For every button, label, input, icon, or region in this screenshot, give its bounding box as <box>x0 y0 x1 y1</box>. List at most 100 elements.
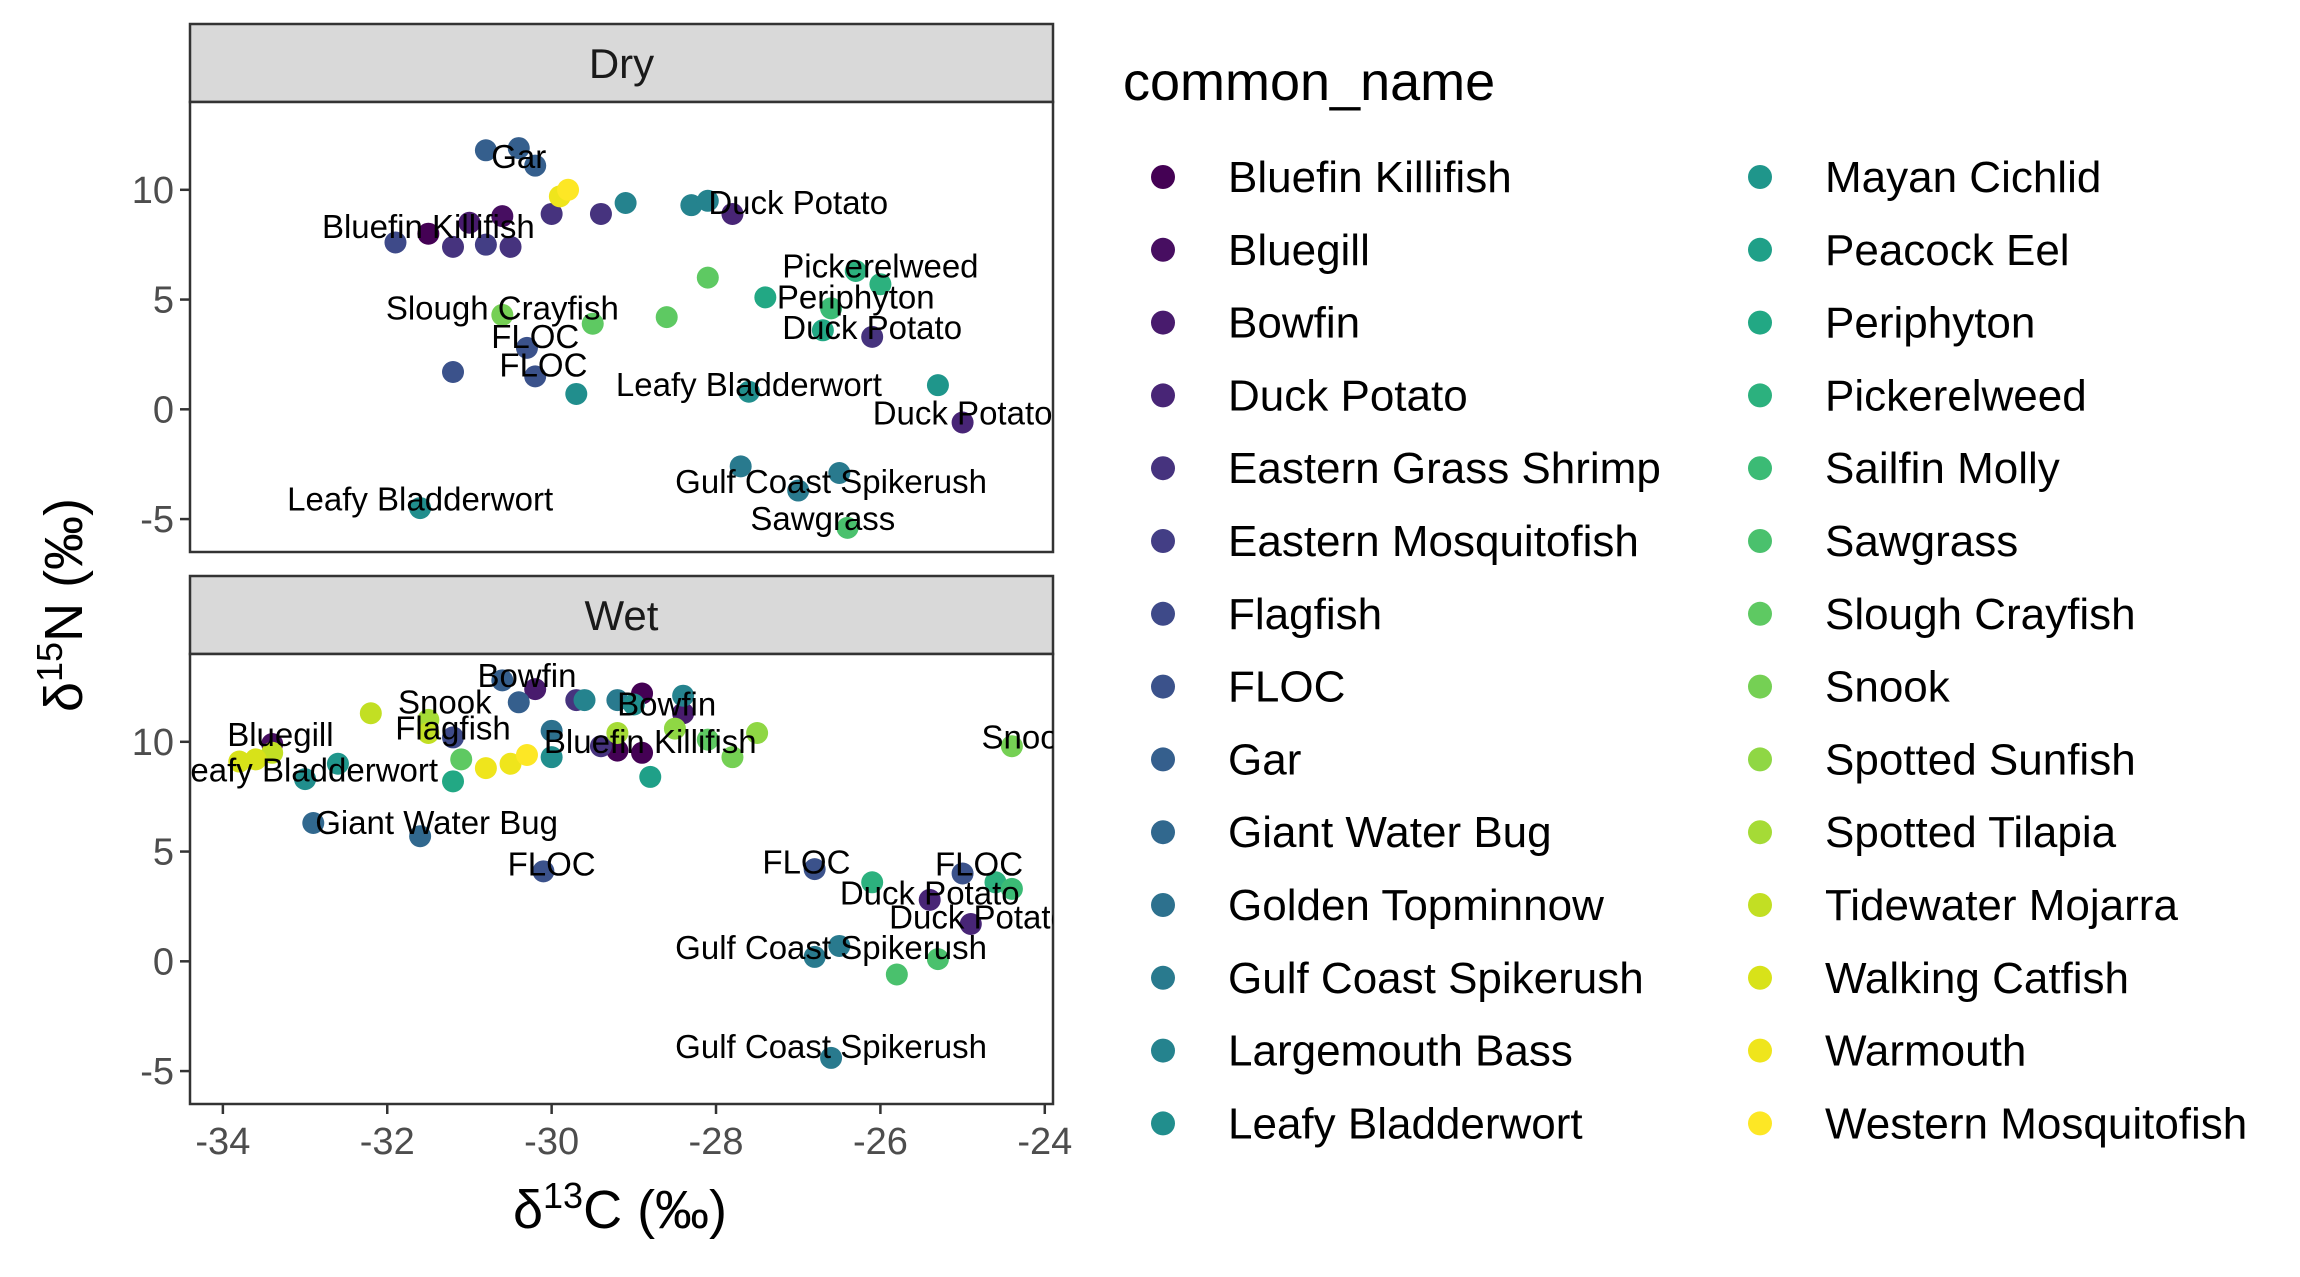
y-tick-label: 5 <box>153 280 174 322</box>
points <box>228 669 1023 1069</box>
legend-swatch <box>1151 820 1175 845</box>
data-point <box>589 202 612 225</box>
legend-label: Snook <box>1825 663 1951 712</box>
y-tick-label: 5 <box>153 832 174 874</box>
data-point <box>524 154 547 177</box>
legend-swatch <box>1151 165 1175 189</box>
legend-item: Gar <box>1151 735 1301 784</box>
x-tick-label: -28 <box>689 1121 744 1163</box>
data-point <box>803 858 826 881</box>
legend-item: Mayan Cichlid <box>1748 153 2101 202</box>
legend-label: Mayan Cichlid <box>1825 153 2101 202</box>
legend-swatch <box>1748 1111 1772 1136</box>
legend-swatch <box>1748 674 1772 699</box>
legend-label: Pickerelweed <box>1825 371 2087 420</box>
data-point <box>302 812 325 835</box>
data-point <box>918 888 941 911</box>
legend-item: Eastern Grass Shrimp <box>1151 444 1661 493</box>
legend-label: Bluefin Killifish <box>1228 153 1512 202</box>
legend: common_name Bluefin Killifish Bluegill Bow… <box>1123 52 2247 1148</box>
legend-label: Golden Topminnow <box>1228 881 1604 930</box>
data-point <box>754 286 777 309</box>
point-label: Sawgrass <box>750 500 895 537</box>
legend-swatch <box>1151 456 1175 481</box>
legend-item: FLOC <box>1151 663 1345 712</box>
data-point <box>491 205 514 228</box>
data-point <box>573 689 596 712</box>
data-point <box>746 722 769 745</box>
legend-item: Bowfin <box>1151 299 1360 348</box>
point-label: Giant Water Bug <box>315 804 558 841</box>
y-tick-label: 10 <box>132 722 174 764</box>
legend-item: Bluegill <box>1151 226 1370 275</box>
legend-label: Spotted Tilapia <box>1825 808 2117 857</box>
legend-label: Gulf Coast Spikerush <box>1228 954 1644 1003</box>
legend-swatch <box>1151 601 1175 626</box>
panel-frame <box>188 100 1055 554</box>
data-point <box>696 266 719 289</box>
data-point <box>228 750 251 773</box>
legend-swatch <box>1151 893 1175 917</box>
x-tick-label: -32 <box>360 1121 415 1163</box>
data-point <box>828 934 851 957</box>
data-point <box>787 479 810 502</box>
data-point <box>326 752 349 775</box>
data-point <box>565 382 588 405</box>
point-label: Duck Potato <box>873 395 1053 432</box>
legend-label: Periphyton <box>1825 299 2035 348</box>
data-point <box>499 235 522 258</box>
legend-item: Giant Water Bug <box>1151 808 1552 857</box>
legend-swatch <box>1748 237 1772 262</box>
data-point <box>557 178 580 201</box>
data-point <box>359 702 382 725</box>
data-point <box>540 719 563 742</box>
legend-swatch <box>1748 310 1772 335</box>
legend-item: Gulf Coast Spikerush <box>1151 954 1644 1003</box>
data-point <box>803 945 826 968</box>
data-point <box>1000 735 1023 758</box>
point-label: Gar <box>491 138 546 175</box>
legend-swatch <box>1748 893 1772 917</box>
legend-item: Pickerelweed <box>1748 371 2087 420</box>
legend-item: Largemouth Bass <box>1151 1027 1573 1076</box>
data-point <box>450 748 473 771</box>
legend-label: Walking Catfish <box>1825 954 2129 1003</box>
data-point <box>861 325 884 348</box>
legend-item: Spotted Tilapia <box>1748 808 2117 857</box>
data-point <box>442 770 465 793</box>
data-point <box>951 411 974 434</box>
point-label: Gulf Coast Spikerush <box>675 463 987 500</box>
data-point <box>474 233 497 256</box>
point-label: Snook <box>398 683 492 720</box>
legend-swatch <box>1748 965 1772 990</box>
point-label: Leafy Bladderwort <box>287 480 553 517</box>
legend-label: Warmouth <box>1825 1027 2026 1076</box>
point-label: Gulf Coast Spikerush <box>675 929 987 966</box>
data-point <box>417 222 440 245</box>
data-point <box>606 722 629 745</box>
data-point <box>926 948 949 971</box>
x-axis: -34 -32 -30 -28 -26 -24 <box>195 1104 1072 1163</box>
legend-label: Leafy Bladderwort <box>1228 1099 1583 1148</box>
legend-swatch <box>1151 310 1175 335</box>
point-label: FLOC <box>499 346 587 383</box>
data-point <box>811 319 834 342</box>
y-tick-label: 0 <box>153 389 174 431</box>
data-point <box>524 678 547 701</box>
data-point <box>491 303 514 326</box>
data-point <box>384 231 407 254</box>
point-label: Duck Potato <box>840 874 1020 911</box>
panel-dry: Dry -5 0 5 10 Gar Duck Potato Bluefin Killifish… <box>132 22 1055 554</box>
data-point <box>663 717 686 740</box>
strip-background <box>188 574 1055 656</box>
data-point <box>820 1046 843 1069</box>
data-point <box>926 374 949 397</box>
data-point <box>442 726 465 749</box>
facet-panels: Dry -5 0 5 10 Gar Duck Potato Bluefin Killifish… <box>132 22 1055 1106</box>
legend-item: Leafy Bladderwort <box>1151 1099 1583 1148</box>
point-labels: Gar Duck Potato Bluefin Killifish Pickerelw… <box>287 138 1052 537</box>
data-point <box>294 768 317 791</box>
legend-item: Peacock Eel <box>1748 226 2070 275</box>
legend-items: Bluefin Killifish Bluegill Bowfin Duck Pota… <box>1151 153 2247 1148</box>
legend-label: Largemouth Bass <box>1228 1027 1573 1076</box>
